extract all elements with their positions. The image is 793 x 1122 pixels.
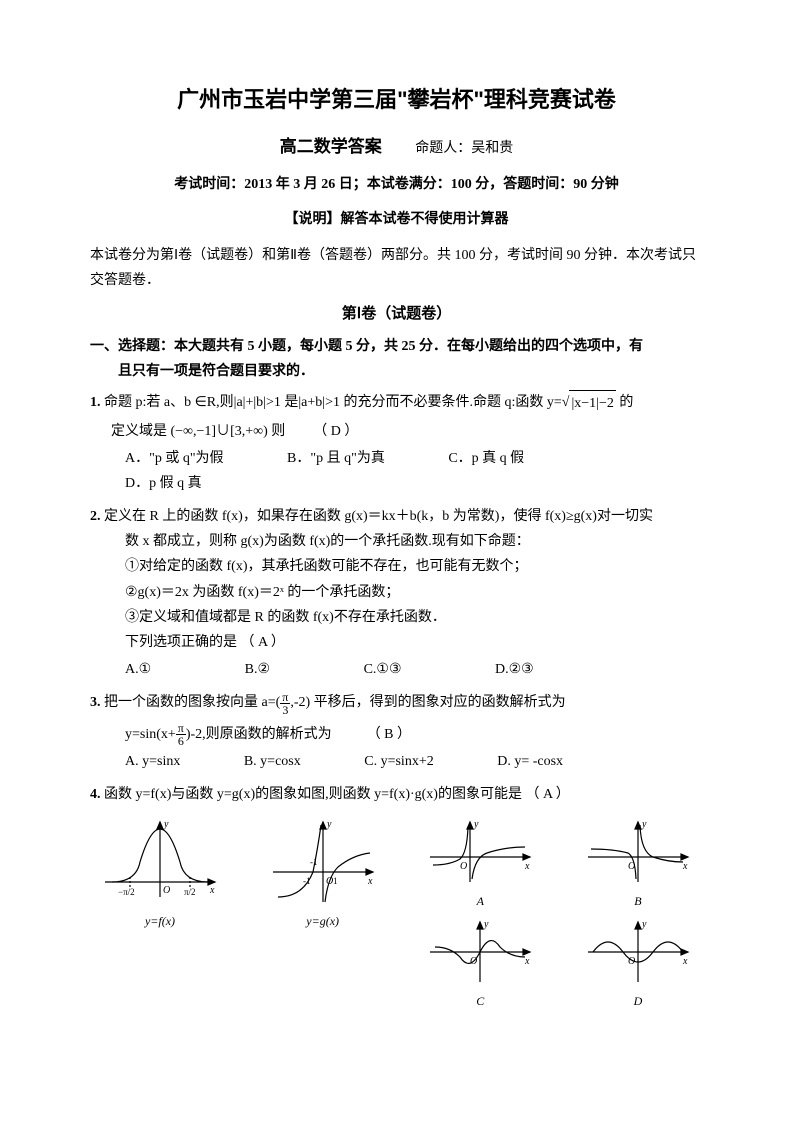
q4-graphs: y x O −π/2 π/2 y=f(x) y x O -1 1 -1 y=g(… xyxy=(90,817,703,1012)
subtitle-row: 高二数学答案 命题人：吴和贵 xyxy=(90,132,703,163)
q3-body: y=sin(x+π6)-2,则原函数的解析式为 （ B ） xyxy=(90,722,703,747)
q4-text: 函数 y=f(x)与函数 y=g(x)的图象如图,则函数 y=f(x)·g(x)… xyxy=(104,787,570,802)
q3-frac2-d: 6 xyxy=(176,735,186,747)
graph-c-label: C xyxy=(476,991,484,1013)
q3-frac2-n: π xyxy=(176,722,186,735)
svg-text:O: O xyxy=(460,861,467,872)
q1-text1: 命题 p:若 a、b ∈R,则|a|+|b|>1 是|a+b|>1 的充分而不必… xyxy=(104,395,562,410)
q3-opt-c: C. y=sinx+2 xyxy=(364,749,433,774)
graph-d-label: D xyxy=(634,991,643,1013)
author: 命题人：吴和贵 xyxy=(415,141,513,156)
q2-opt-a: A.① xyxy=(125,657,151,682)
section-head-line2: 且只有一项是符合题目要求的． xyxy=(90,359,703,384)
q3-text2: ,-2) 平移后，得到的图象对应的函数解析式为 xyxy=(290,695,565,710)
q3-text1: 把一个函数的图象按向量 a=( xyxy=(104,695,280,710)
subtitle: 高二数学答案 xyxy=(280,137,382,156)
svg-text:x: x xyxy=(524,861,530,872)
graph-c-svg: y x O xyxy=(425,917,535,987)
graph-fx: y x O −π/2 π/2 y=f(x) xyxy=(100,817,220,1012)
svg-text:-1: -1 xyxy=(310,857,318,867)
q2-opt-d: D.②③ xyxy=(495,657,534,682)
svg-text:y: y xyxy=(473,819,479,830)
q1-answer: （ D ） xyxy=(313,419,358,444)
svg-text:O: O xyxy=(628,956,635,967)
svg-text:y: y xyxy=(483,919,489,930)
graph-a-svg: y x O xyxy=(425,817,535,887)
svg-text:y: y xyxy=(326,819,332,830)
q1-opt-c: C．p 真 q 假 xyxy=(448,446,524,471)
q3-opt-b: B. y=cosx xyxy=(244,749,301,774)
svg-text:x: x xyxy=(524,956,530,967)
section-heading: 一、选择题：本大题共有 5 小题，每小题 5 分，共 25 分．在每小题给出的四… xyxy=(90,334,703,384)
graph-gx: y x O -1 1 -1 y=g(x) xyxy=(268,817,378,1012)
graph-fx-label: y=f(x) xyxy=(145,911,175,933)
part-title: 第Ⅰ卷（试题卷） xyxy=(90,301,703,328)
svg-text:y: y xyxy=(641,919,647,930)
q2-opt-c: C.①③ xyxy=(364,657,402,682)
sqrt-icon: √|x−1|−2 xyxy=(562,390,616,416)
svg-text:O: O xyxy=(163,885,170,896)
question-4: 4. 函数 y=f(x)与函数 y=g(x)的图象如图,则函数 y=f(x)·g… xyxy=(90,782,703,807)
q2-s1: ①对给定的函数 f(x)，其承托函数可能不存在，也可能有无数个； xyxy=(90,554,703,579)
exam-title: 广州市玉岩中学第三届"攀岩杯"理科竞赛试卷 xyxy=(90,80,703,120)
graph-gx-svg: y x O -1 1 -1 xyxy=(268,817,378,907)
q2-options: A.① B.② C.①③ D.②③ xyxy=(90,657,703,682)
q1-text2: 的 xyxy=(616,395,634,410)
exam-info: 考试时间：2013 年 3 月 26 日；本试卷满分：100 分，答题时间：90… xyxy=(90,172,703,197)
q1-opt-d: D．p 假 q 真 xyxy=(125,471,202,496)
q1-options: A．"p 或 q"为假 B．"p 且 q"为真 C．p 真 q 假 D．p 假 … xyxy=(90,446,703,496)
svg-text:π/2: π/2 xyxy=(184,887,196,897)
graph-a-label: A xyxy=(477,891,484,913)
q2-s3: ③定义域和值域都是 R 的函数 f(x)不存在承托函数． xyxy=(90,605,703,630)
q3-frac1-n: π xyxy=(280,691,290,704)
q3-options: A. y=sinx B. y=cosx C. y=sinx+2 D. y= -c… xyxy=(90,749,703,774)
q3-body1: y=sin(x+ xyxy=(125,727,176,742)
svg-text:O: O xyxy=(470,956,477,967)
question-3: 3. 把一个函数的图象按向量 a=(π3,-2) 平移后，得到的图象对应的函数解… xyxy=(90,690,703,774)
svg-text:x: x xyxy=(209,885,215,896)
q2-num: 2. xyxy=(90,509,101,524)
q2-body: 数 x 都成立，则称 g(x)为函数 f(x)的一个承托函数.现有如下命题： xyxy=(90,529,703,554)
svg-text:x: x xyxy=(682,956,688,967)
question-1: 1. 命题 p:若 a、b ∈R,则|a|+|b|>1 是|a+b|>1 的充分… xyxy=(90,390,703,496)
graph-d-svg: y x O xyxy=(583,917,693,987)
q1-opt-a: A．"p 或 q"为假 xyxy=(125,446,224,471)
graph-b-label: B xyxy=(634,891,641,913)
q3-opt-a: A. y=sinx xyxy=(125,749,180,774)
q2-opt-b: B.② xyxy=(245,657,270,682)
q1-opt-b: B．"p 且 q"为真 xyxy=(287,446,385,471)
q1-sqrt: |x−1|−2 xyxy=(569,390,615,416)
fraction-icon: π3 xyxy=(280,691,290,716)
q1-body-text: 定义域是 (−∞,−1]∪[3,+∞) 则 xyxy=(111,424,285,439)
q1-body: 定义域是 (−∞,−1]∪[3,+∞) 则 （ D ） xyxy=(90,419,703,444)
q3-num: 3. xyxy=(90,695,101,710)
svg-text:1: 1 xyxy=(333,876,338,886)
q2-s2: ②g(x)＝2x 为函数 f(x)＝2ˣ 的一个承托函数； xyxy=(90,580,703,605)
graph-gx-label: y=g(x) xyxy=(306,911,339,933)
section-head-line1: 一、选择题：本大题共有 5 小题，每小题 5 分，共 25 分．在每小题给出的四… xyxy=(90,339,643,354)
svg-text:−π/2: −π/2 xyxy=(118,887,135,897)
intro-text: 本试卷分为第Ⅰ卷（试题卷）和第Ⅱ卷（答题卷）两部分。共 100 分，考试时间 9… xyxy=(90,243,703,293)
graph-bd: y x O B y x O D xyxy=(583,817,693,1012)
q3-opt-d: D. y= -cosx xyxy=(497,749,563,774)
q3-answer: （ B ） xyxy=(367,722,411,747)
svg-text:x: x xyxy=(682,861,688,872)
q2-prompt: 下列选项正确的是 （ A ） xyxy=(90,630,703,655)
graph-ac: y x O A y x O C xyxy=(425,817,535,1012)
graph-fx-svg: y x O −π/2 π/2 xyxy=(100,817,220,907)
q2-text: 定义在 R 上的函数 f(x)，如果存在函数 g(x)＝kx＋b(k，b 为常数… xyxy=(104,509,653,524)
svg-text:y: y xyxy=(163,819,169,830)
svg-text:y: y xyxy=(641,819,647,830)
svg-text:-1: -1 xyxy=(303,876,311,886)
q3-body2: )-2,则原函数的解析式为 xyxy=(186,727,332,742)
svg-text:O: O xyxy=(628,861,635,872)
graph-b-svg: y x O xyxy=(583,817,693,887)
q4-num: 4. xyxy=(90,787,101,802)
q3-frac1-d: 3 xyxy=(280,704,290,716)
fraction-icon: π6 xyxy=(176,722,186,747)
svg-text:x: x xyxy=(367,876,373,887)
question-2: 2. 定义在 R 上的函数 f(x)，如果存在函数 g(x)＝kx＋b(k，b … xyxy=(90,504,703,682)
q1-num: 1. xyxy=(90,395,101,410)
exam-note: 【说明】解答本试卷不得使用计算器 xyxy=(90,207,703,232)
